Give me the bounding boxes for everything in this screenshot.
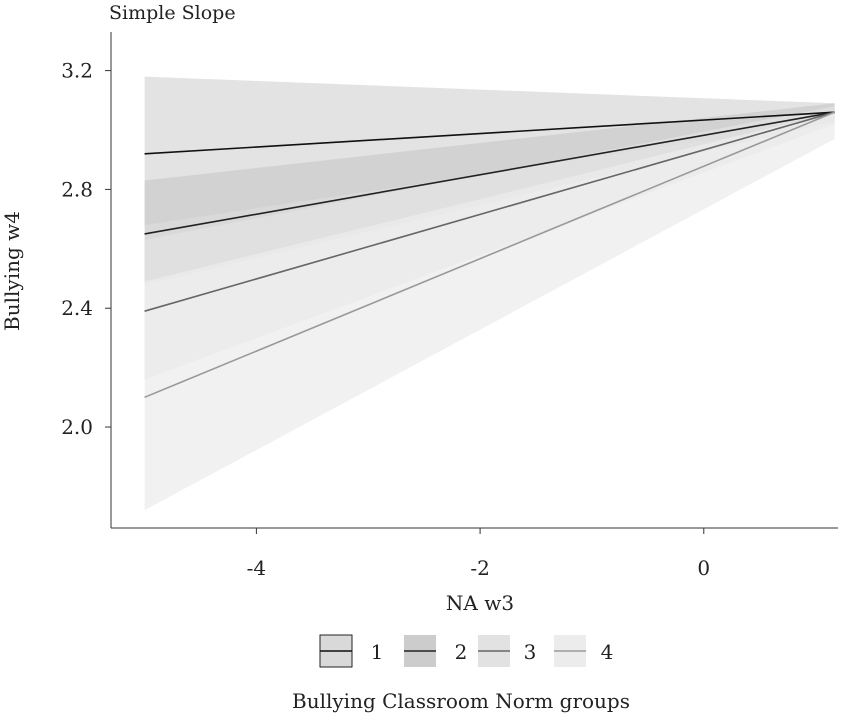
y-axis-ticks: 2.0 2.4 2.8 3.2 (61, 59, 111, 439)
legend-label-group-1: 1 (371, 640, 384, 664)
x-tick-label: 0 (697, 556, 710, 580)
legend-label-group-2: 2 (455, 640, 468, 664)
x-axis-ticks: -4 -2 0 (247, 528, 710, 580)
legend-title: Bullying Classroom Norm groups (292, 689, 630, 713)
slope-line-group-4 (144, 111, 835, 399)
chart-title: Simple Slope (109, 2, 236, 24)
y-tick-label: 2.0 (61, 415, 93, 439)
legend-label-group-4: 4 (601, 640, 614, 664)
legend: 1 2 3 4 (319, 634, 614, 668)
y-axis-label: Bullying w4 (0, 211, 24, 331)
legend-label-group-3: 3 (524, 640, 537, 664)
y-tick-label: 3.2 (61, 59, 93, 83)
x-tick-label: -2 (470, 556, 489, 580)
y-tick-label: 2.8 (61, 177, 93, 201)
x-tick-label: -4 (247, 556, 266, 580)
slope-line-group-2 (144, 111, 835, 235)
y-tick-label: 2.4 (61, 296, 93, 320)
ci-band-group-4 (144, 112, 835, 511)
slope-lines (144, 111, 835, 399)
slope-line-group-1 (144, 111, 835, 155)
confidence-bands (144, 76, 835, 511)
slope-line-group-3 (144, 111, 835, 312)
x-axis-label: NA w3 (446, 591, 514, 615)
